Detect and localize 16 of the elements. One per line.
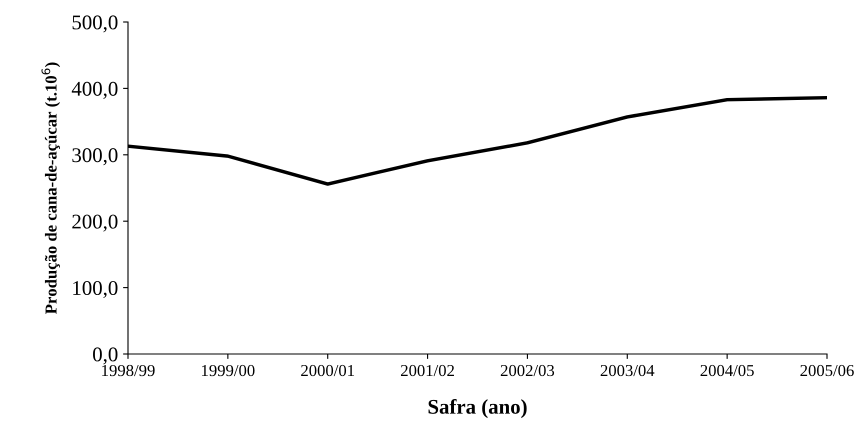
y-tick-label: 0,0 <box>93 347 118 364</box>
y-axis-title: Produção de cana-de-açúcar (t.10$^{6}$) <box>41 62 60 314</box>
x-tick-label: 2001/02 <box>400 364 454 376</box>
x-tick-label: 2004/05 <box>700 364 754 376</box>
x-tick-label: 1998/99 <box>102 364 155 376</box>
y-tick-label: 100,0 <box>73 280 118 298</box>
y-tick-label: 300,0 <box>72 148 118 166</box>
x-tick-label: 1999/00 <box>202 364 255 376</box>
x-tick-label: 2000/01 <box>301 364 354 376</box>
x-axis-title: Safra (ano) <box>428 398 527 418</box>
y-tick-label: 200,0 <box>72 214 118 232</box>
y-tick-label: 400,0 <box>72 82 118 99</box>
y-tick-label: 500,0 <box>72 15 118 32</box>
x-tick-label: 2005/06 <box>800 364 854 376</box>
x-tick-label: 2002/03 <box>500 364 554 376</box>
x-tick-label: 2003/04 <box>600 364 654 376</box>
